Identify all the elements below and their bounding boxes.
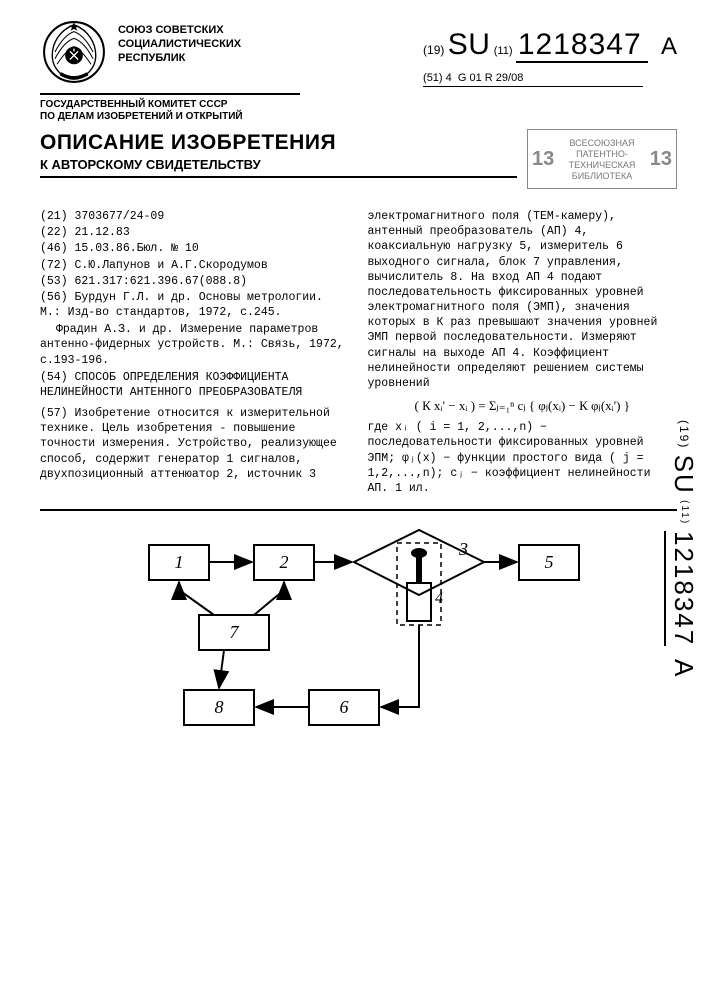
document-codes: (19) SU (11) 1218347 A (51) 4 G 01 R 29/… [423,28,677,87]
ussr-emblem-icon [40,18,108,86]
title-row: ОПИСАНИЕ ИЗОБРЕТЕНИЯ К АВТОРСКОМУ СВИДЕТ… [40,129,677,189]
su-suffix: A [661,33,677,60]
su-number-prefix: (11) [494,45,513,57]
right-column: электромагнитного поля (ТЕМ-камеру), ант… [368,209,678,497]
stamp-number-right: 13 [650,148,672,171]
field-22: (22) 21.12.83 [40,225,350,240]
field-56b: Фрадин А.З. и др. Измерение параметров а… [40,322,350,368]
sidebar-number: 1218347 [664,531,699,646]
union-label: СОЮЗ СОВЕТСКИХ СОЦИАЛИСТИЧЕСКИХ РЕСПУБЛИ… [118,24,393,65]
block-1-label: 1 [174,552,183,572]
field-56: (56) Бурдун Г.Л. и др. Основы метрологии… [40,290,350,320]
block-2-label: 2 [279,552,288,572]
block-4-label: 4 [435,590,443,607]
left-column: (21) 3703677/24-09 (22) 21.12.83 (46) 15… [40,209,350,497]
committee-label: ГОСУДАРСТВЕННЫЙ КОМИТЕТ СССР ПО ДЕЛАМ ИЗ… [40,93,300,123]
sidebar-prefix: (19) [677,420,691,449]
block-7-label: 7 [229,622,239,642]
block-8-label: 8 [214,697,223,717]
body-columns: (21) 3703677/24-09 (22) 21.12.83 (46) 15… [40,209,677,497]
field-57: (57) Изобретение относится к измерительн… [40,406,350,482]
block-6-label: 6 [339,697,348,717]
right-p1: электромагнитного поля (ТЕМ-камеру), ант… [368,209,678,391]
block-diagram: 1 2 3 4 5 7 8 6 [40,509,677,769]
class-prefix: (51) 4 [423,72,452,84]
patent-page: СОЮЗ СОВЕТСКИХ СОЦИАЛИСТИЧЕСКИХ РЕСПУБЛИ… [0,0,707,1000]
stamp-number-left: 13 [532,148,554,171]
header-row: СОЮЗ СОВЕТСКИХ СОЦИАЛИСТИЧЕСКИХ РЕСПУБЛИ… [40,18,677,87]
sidebar-a: A [669,659,699,678]
sidebar-su: SU [669,455,699,495]
title-main: ОПИСАНИЕ ИЗОБРЕТЕНИЯ [40,131,517,155]
stamp-line1: ВСЕСОЮЗНАЯ [531,138,673,148]
field-54: (54) СПОСОБ ОПРЕДЕЛЕНИЯ КОЭФФИЦИЕНТА НЕЛ… [40,370,350,400]
block-5-label: 5 [544,552,553,572]
su-number: 1218347 [516,28,648,63]
right-p2: где xᵢ ( i = 1, 2,...,n) − последователь… [368,420,678,496]
field-53: (53) 621.317:621.396.67(088.8) [40,274,350,289]
stamp-line4: БИБЛИОТЕКА [531,171,673,181]
field-72: (72) С.Ю.Лапунов и А.Г.Скородумов [40,258,350,273]
field-46: (46) 15.03.86.Бюл. № 10 [40,241,350,256]
formula: ( К xᵢ' − xᵢ ) = Σⱼ₌₁ⁿ cⱼ { φⱼ(xᵢ) − К φ… [368,397,678,414]
title-sub: К АВТОРСКОМУ СВИДЕТЕЛЬСТВУ [40,157,517,178]
block-3-label: 3 [458,539,468,559]
class-code: G 01 R 29/08 [458,72,523,84]
su-prefix: (19) [423,43,444,57]
library-stamp: 13 13 ВСЕСОЮЗНАЯ ПАТЕНТНО- ТЕХНИЧЕСКАЯ Б… [527,129,677,189]
su-code: SU [448,28,491,61]
sidebar-code: (19) SU (11) 1218347 A [668,420,699,678]
sidebar-num-prefix: (11) [679,500,690,525]
field-21: (21) 3703677/24-09 [40,209,350,224]
